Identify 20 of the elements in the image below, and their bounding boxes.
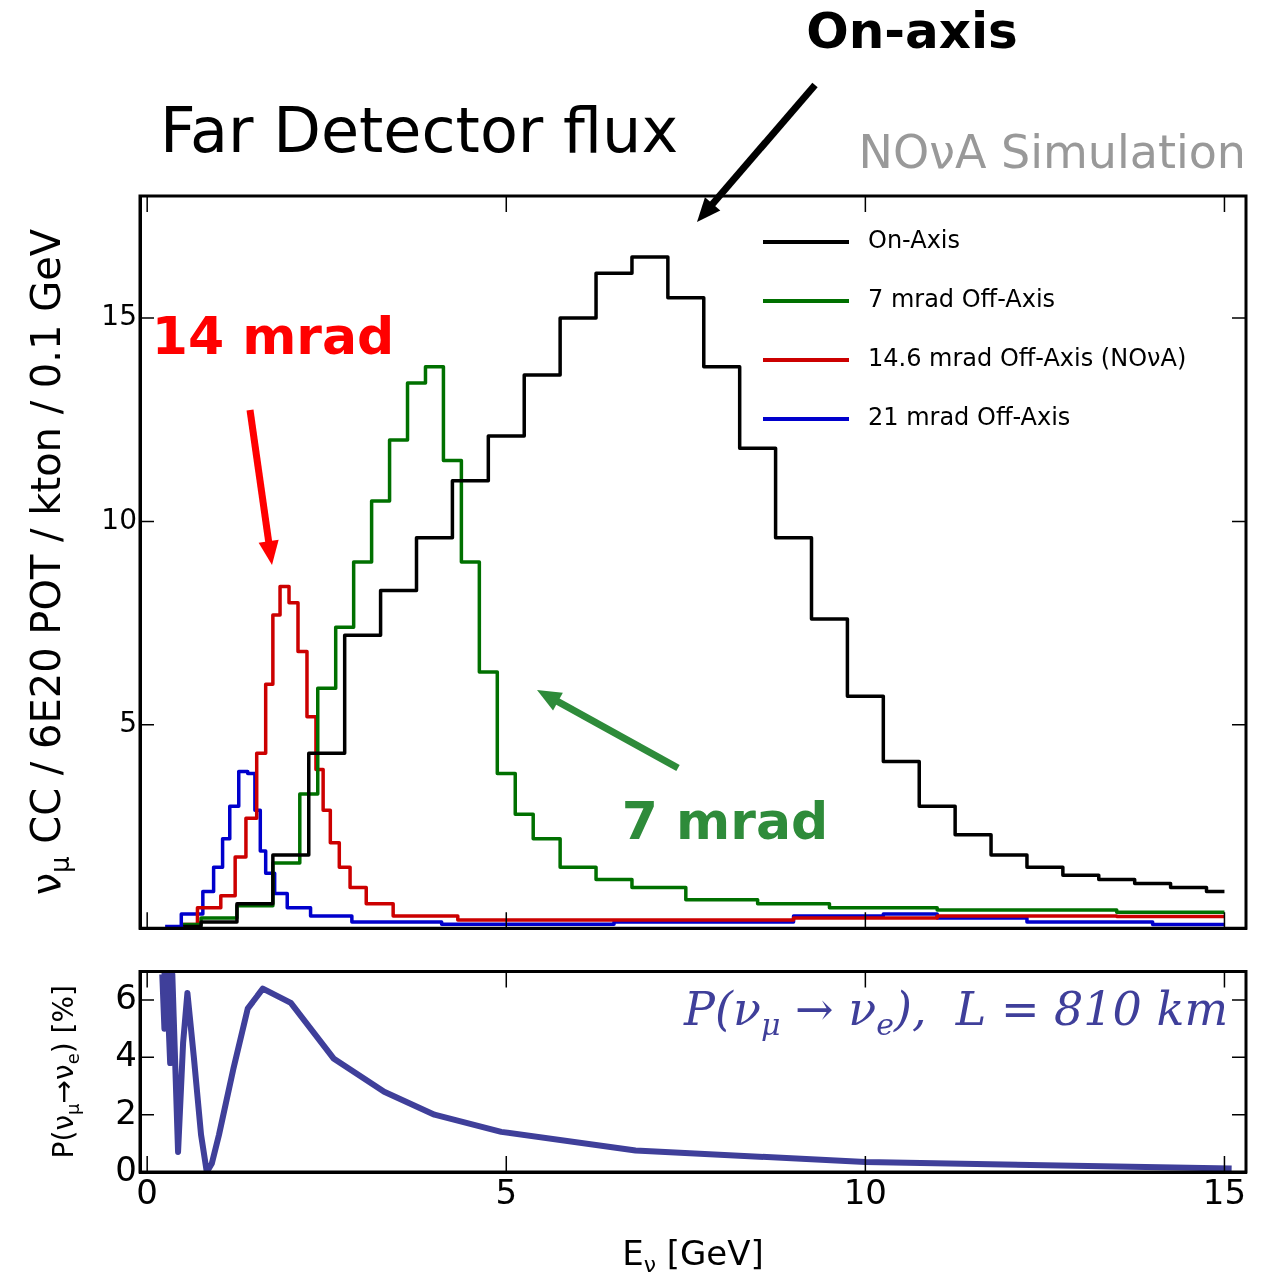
legend-label: 7 mrad Off-Axis: [868, 285, 1056, 314]
y-tick-label: 2: [115, 1091, 137, 1132]
y-axis-title: P(νμ→νe) [%]: [47, 985, 84, 1159]
x-tick-label: 15: [1202, 1172, 1247, 1213]
annotation: 7 mrad: [621, 790, 829, 851]
legend-label: On-Axis: [868, 226, 961, 255]
text: On-axis: [806, 1, 1018, 60]
y-tick-label: 6: [115, 976, 137, 1017]
y-tick-label: 5: [119, 706, 137, 740]
x-tick-label: 5: [495, 1172, 518, 1213]
y-tick-label: 15: [101, 299, 137, 333]
annotation: 14 mrad: [151, 305, 395, 366]
y-axis-title: νμ CC / 6E20 POT / kton / 0.1 GeV: [23, 228, 75, 896]
chart-title: Far Detector flux: [160, 94, 679, 168]
y-tick-label: 4: [115, 1034, 137, 1075]
legend-label: 21 mrad Off-Axis: [868, 403, 1071, 432]
legend-label: 14.6 mrad Off-Axis (NOνA): [868, 344, 1187, 373]
x-tick-label: 10: [843, 1172, 887, 1213]
text: NOνA Simulation: [858, 124, 1247, 179]
y-tick-label: 10: [101, 502, 137, 536]
